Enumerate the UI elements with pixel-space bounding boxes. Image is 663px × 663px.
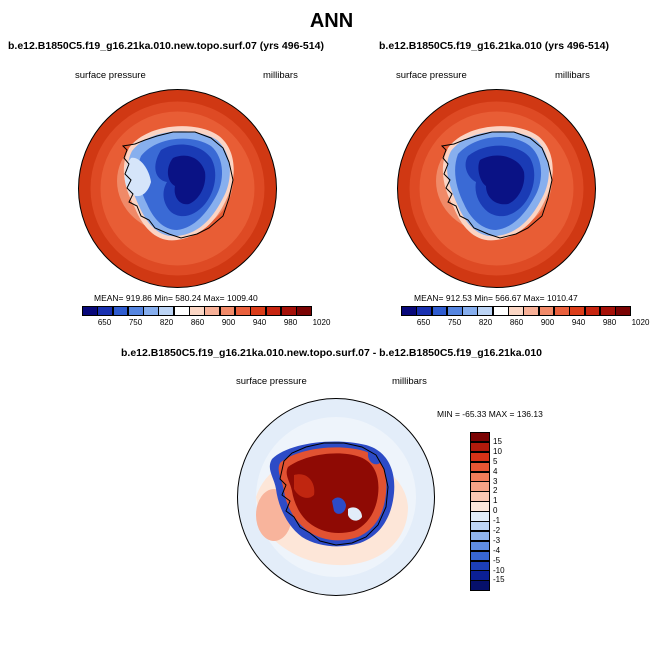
colorbar-tick-label: -2 [493,526,501,536]
colorbar-tick-label: 900 [221,318,236,327]
colorbar-tick-label: 980 [283,318,298,327]
colorbar-swatch [523,306,540,316]
colorbar-swatch [470,550,490,562]
colorbar-swatch [470,471,490,482]
colorbar-swatch [189,306,205,316]
colorbar-swatch [234,306,251,316]
colorbar-tick-label: -4 [493,545,501,555]
colorbar-swatch [470,511,490,522]
panel1-colorbar: 650 750 820 860 900 940 980 1020 [82,306,337,327]
colorbar-swatch [265,306,282,316]
colorbar-swatch [492,306,509,316]
colorbar-swatch [82,306,98,316]
colorbar-tick-label: 1020 [631,318,650,327]
diff-variable-label: surface pressure [236,376,307,387]
colorbar-swatch [477,306,494,316]
colorbar-tick-label: -3 [493,535,501,545]
colorbar-tick-label: -5 [493,555,501,565]
colorbar-tick-label: 0 [493,506,498,516]
colorbar-swatch [538,306,555,316]
colorbar-swatch [158,306,175,316]
colorbar-swatch [470,560,490,571]
panel1-variable-label: surface pressure [75,70,146,81]
colorbar-swatch [431,306,448,316]
panel1-case-title: b.e12.B1850C5.f19_g16.21ka.010.new.topo.… [8,40,324,52]
colorbar-swatch [470,491,490,502]
colorbar-tick-label: 980 [602,318,617,327]
panel2-map [397,89,596,288]
colorbar-swatch [584,306,601,316]
diff-colorbar: 15 10 5 4 3 2 1 0 -1 -2 -3 -4 -5 -10 -15 [470,432,505,591]
diff-units-label: millibars [392,376,427,387]
colorbar-tick-label: 940 [252,318,267,327]
colorbar-tick-label: 820 [159,318,174,327]
colorbar-swatch [462,306,478,316]
colorbar-swatch [416,306,433,316]
colorbar-tick-label: 3 [493,476,498,486]
colorbar-tick-label: 5 [493,456,498,466]
colorbar-swatch [508,306,524,316]
colorbar-swatch [569,306,586,316]
colorbar-tick-label: 860 [509,318,524,327]
panel1-units-label: millibars [263,70,298,81]
colorbar-swatch [615,306,631,316]
colorbar-swatch [219,306,236,316]
colorbar-swatch [470,580,490,591]
panel2-stats: MEAN= 912.53 Min= 566.67 Max= 1010.47 [414,293,578,303]
colorbar-swatch [173,306,190,316]
diff-case-title: b.e12.B1850C5.f19_g16.21ka.010.new.topo.… [120,347,543,359]
colorbar-swatch [470,530,490,542]
colorbar-tick-label: 750 [128,318,143,327]
figure-title: ANN [309,10,354,32]
colorbar-swatch [127,306,144,316]
panel2-case-title: b.e12.B1850C5.f19_g16.21ka.010 (yrs 496-… [379,40,609,52]
colorbar-swatch [143,306,159,316]
colorbar-swatch [470,441,490,453]
colorbar-tick-label: 860 [190,318,205,327]
colorbar-tick-label: -1 [493,516,501,526]
colorbar-swatch [470,501,490,512]
colorbar-tick-label: 2 [493,486,498,496]
colorbar-swatch [470,521,490,532]
colorbar-tick-label: 940 [571,318,586,327]
colorbar-swatch [401,306,417,316]
colorbar-tick-label: -15 [493,575,505,585]
colorbar-tick-label: 750 [447,318,462,327]
colorbar-swatch [296,306,312,316]
colorbar-tick-label: 1020 [312,318,331,327]
colorbar-swatch [470,540,490,552]
colorbar-tick-label: 650 [97,318,112,327]
colorbar-swatch [446,306,463,316]
panel1-map [78,89,277,288]
colorbar-tick-label: 4 [493,466,498,476]
colorbar-swatch [204,306,221,316]
colorbar-swatch [250,306,267,316]
colorbar-tick-label: 900 [540,318,555,327]
colorbar-tick-label: 15 [493,437,502,446]
colorbar-swatch [553,306,570,316]
colorbar-swatch [470,451,490,463]
colorbar-tick-label: 1 [493,496,498,506]
colorbar-tick-label: 10 [493,446,502,456]
panel2-colorbar: 650 750 820 860 900 940 980 1020 [401,306,656,327]
panel2-variable-label: surface pressure [396,70,467,81]
colorbar-swatch [470,570,490,581]
panel2-units-label: millibars [555,70,590,81]
colorbar-swatch [599,306,616,316]
colorbar-swatch [112,306,129,316]
panel1-stats: MEAN= 919.86 Min= 580.24 Max= 1009.40 [94,293,258,303]
colorbar-tick-label: 820 [478,318,493,327]
colorbar-swatch [470,481,490,492]
colorbar-tick-label: 650 [416,318,431,327]
colorbar-swatch [470,461,490,473]
colorbar-tick-label: -10 [493,565,505,575]
diff-stats: MIN = -65.33 MAX = 136.13 [437,409,543,419]
diff-map [237,398,435,596]
colorbar-swatch [97,306,114,316]
colorbar-swatch [470,432,490,443]
colorbar-swatch [280,306,297,316]
